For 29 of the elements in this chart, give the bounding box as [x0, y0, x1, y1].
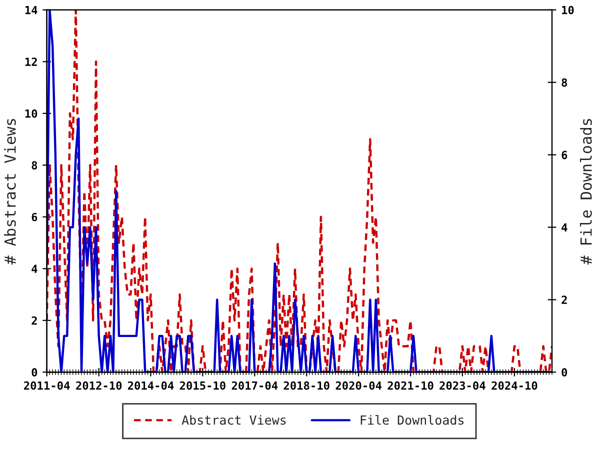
x-tick-label: 2012-10: [76, 381, 122, 390]
line-series: [46, 10, 552, 372]
x-tick-label: 2015-10: [180, 381, 226, 390]
y2-tick-label: 4: [562, 223, 568, 232]
x-tick-label: 2023-04: [440, 381, 486, 390]
y-tick-label: 4: [32, 264, 38, 273]
x-tick-label: 2020-04: [336, 381, 382, 390]
y-tick-label: 2: [32, 316, 37, 325]
y-tick-label: 10: [25, 109, 38, 118]
x-tick-label: 2011-04: [24, 381, 70, 390]
y2-tick-label: 6: [562, 150, 568, 160]
y-tick-label: 8: [32, 161, 38, 170]
x-tick-label: 2021-10: [388, 381, 434, 390]
y2-tick-label: 10: [562, 6, 574, 14]
x-tick-label: 2017-04: [232, 381, 278, 390]
y-axis-title: # Abstract Views: [4, 118, 16, 265]
y2-tick-label: 0: [562, 368, 568, 377]
y2-axis-title: # File Downloads: [580, 118, 592, 265]
y-tick-label: 0: [32, 368, 38, 377]
y-tick-label: 6: [32, 212, 38, 222]
legend-label: File Downloads: [360, 415, 464, 425]
x-tick-label: 2014-04: [128, 381, 174, 390]
y-tick-label: 12: [25, 58, 37, 66]
x-tick-label: 2024-10: [492, 381, 538, 390]
y2-tick-label: 2: [562, 296, 567, 304]
y-tick-label: 14: [25, 6, 38, 14]
legend-label: Abstract Views: [182, 415, 286, 425]
x-tick-label: 2018-10: [284, 381, 330, 390]
y2-tick-label: 8: [562, 78, 568, 87]
